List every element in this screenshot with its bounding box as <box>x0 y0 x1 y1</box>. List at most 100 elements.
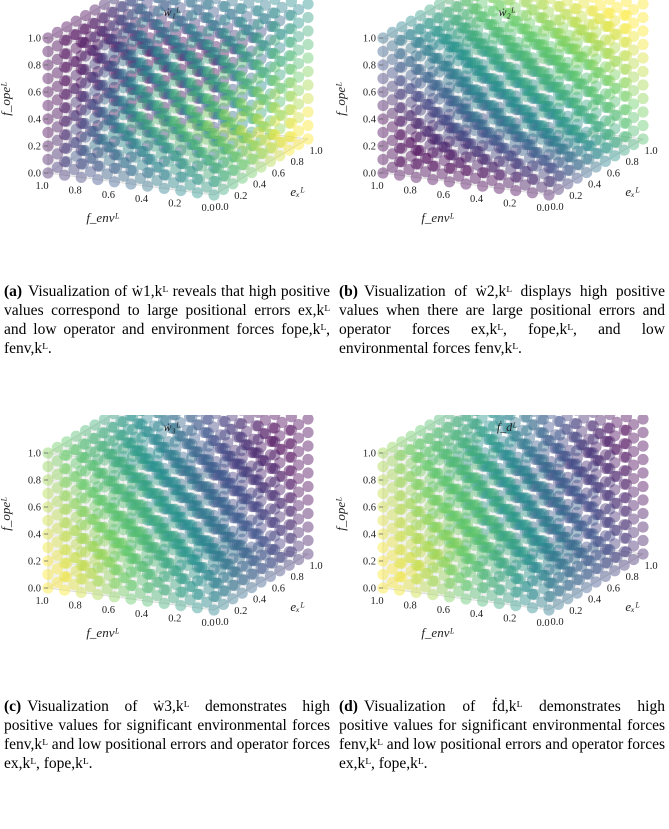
data-point <box>70 565 82 577</box>
data-point <box>108 74 120 86</box>
data-point <box>521 23 533 35</box>
data-point <box>578 415 590 424</box>
data-point <box>177 77 189 89</box>
data-point <box>554 95 566 107</box>
data-point <box>415 145 427 157</box>
y-tick-label: 0.6 <box>102 190 115 201</box>
data-point <box>215 496 227 508</box>
data-point <box>476 480 488 492</box>
data-point <box>80 91 92 103</box>
data-point <box>602 47 614 60</box>
data-point <box>191 602 203 614</box>
data-point <box>386 441 398 453</box>
data-point <box>477 487 489 499</box>
data-point <box>377 45 389 58</box>
data-point <box>531 507 543 520</box>
data-point <box>512 546 524 558</box>
data-point <box>609 551 621 563</box>
data-point <box>208 148 220 161</box>
data-point <box>524 85 536 97</box>
data-point <box>80 118 92 130</box>
data-point <box>255 441 267 453</box>
data-point <box>129 30 141 42</box>
data-point <box>224 8 236 20</box>
z-axis-label: f_opeᴸ <box>335 497 348 531</box>
data-point <box>599 155 611 167</box>
data-point <box>202 66 214 78</box>
data-point <box>478 92 490 104</box>
data-point <box>276 55 288 67</box>
data-point <box>585 420 597 432</box>
data-point <box>236 485 248 497</box>
data-point <box>453 35 465 47</box>
data-point <box>452 483 464 495</box>
data-point <box>207 100 219 113</box>
data-point <box>443 101 455 113</box>
data-point <box>42 99 54 112</box>
data-point <box>420 98 432 110</box>
data-point <box>537 93 549 105</box>
data-point <box>70 42 82 54</box>
data-point <box>583 501 595 513</box>
data-point <box>117 537 129 549</box>
data-point <box>438 155 450 167</box>
data-point <box>504 463 516 475</box>
data-point <box>236 97 248 109</box>
data-point <box>628 17 640 29</box>
data-point <box>136 472 148 484</box>
data-point <box>412 144 424 157</box>
data-point <box>420 486 432 498</box>
data-point <box>142 595 154 607</box>
data-point <box>433 415 445 425</box>
data-point <box>415 560 427 572</box>
data-point <box>142 528 154 540</box>
data-point <box>193 58 205 70</box>
data-point <box>139 38 151 50</box>
data-point <box>557 35 569 47</box>
data-point <box>148 487 160 500</box>
data-point <box>519 131 531 143</box>
data-point <box>469 64 481 76</box>
data-point <box>486 455 498 467</box>
data-point <box>424 419 436 431</box>
data-point <box>189 500 201 512</box>
data-point <box>92 160 104 172</box>
data-point <box>186 112 198 124</box>
grid-line <box>382 37 550 61</box>
data-point <box>637 521 649 533</box>
data-point <box>476 453 488 465</box>
data-point <box>535 535 547 547</box>
data-point <box>469 539 481 551</box>
data-point <box>155 53 167 65</box>
data-point <box>459 464 471 476</box>
data-point <box>462 63 474 75</box>
data-point <box>227 458 239 470</box>
data-point <box>252 514 264 526</box>
data-point <box>191 146 203 158</box>
data-point <box>493 155 505 167</box>
data-point <box>446 41 458 53</box>
data-point <box>526 548 538 560</box>
data-point <box>203 46 215 58</box>
data-point <box>231 16 243 28</box>
y-axis-label: f_envᴸ <box>421 625 454 640</box>
data-point <box>493 47 505 60</box>
scatter-points <box>42 415 314 616</box>
data-point <box>611 28 623 40</box>
data-point <box>200 508 212 520</box>
data-point <box>257 94 269 106</box>
data-point <box>628 554 640 566</box>
data-point <box>457 423 469 435</box>
data-point <box>529 92 541 104</box>
data-point <box>243 493 255 505</box>
data-point <box>481 18 493 30</box>
data-point <box>175 158 187 170</box>
data-point <box>143 507 155 519</box>
data-point <box>168 484 180 496</box>
data-point <box>427 147 439 159</box>
data-point <box>129 566 141 578</box>
data-point <box>238 466 250 478</box>
data-point <box>611 82 623 94</box>
data-point <box>609 69 621 81</box>
data-point <box>585 474 597 486</box>
